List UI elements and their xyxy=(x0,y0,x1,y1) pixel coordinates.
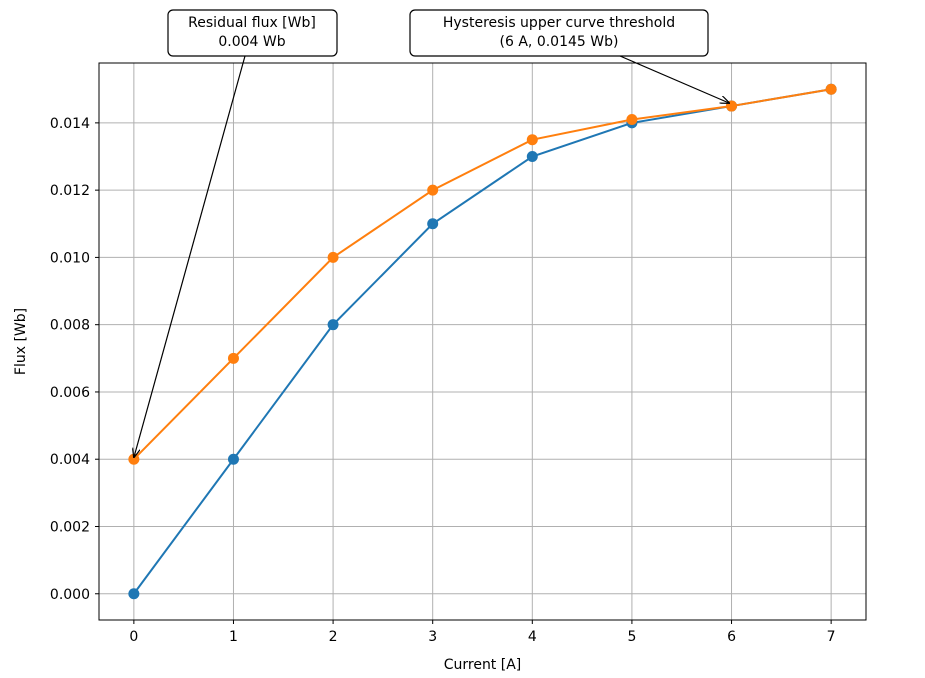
annotation-text: 0.004 Wb xyxy=(218,34,285,50)
annotations: Residual flux [Wb] 0.004 Wb Hysteresis upp… xyxy=(134,9,729,457)
axis-ticks: 0 1 2 3 4 5 6 7 0.000 0.002 0.004 0.006 0.008 0.010 0.… xyxy=(50,116,836,645)
data-point xyxy=(327,319,339,331)
data-point xyxy=(526,151,538,163)
series-line xyxy=(133,88,832,460)
data-point xyxy=(427,184,439,196)
annotation-text: Residual flux [Wb] xyxy=(188,15,316,31)
x-tick-label: 2 xyxy=(329,629,338,645)
data-point xyxy=(128,588,140,600)
x-tick-label: 4 xyxy=(528,629,537,645)
x-tick-label: 6 xyxy=(727,629,736,645)
annotation-2: Hysteresis upper curve threshold (6 A, 0.… xyxy=(409,9,729,103)
y-axis-label: Flux [Wb] xyxy=(13,308,29,375)
annotation-box xyxy=(167,9,338,57)
annotation-arrow xyxy=(619,55,729,103)
data-point xyxy=(227,453,239,465)
plot-frame xyxy=(98,62,867,621)
y-tick-label: 0.014 xyxy=(50,116,90,132)
data-point xyxy=(526,134,538,146)
y-tick-label: 0.004 xyxy=(50,452,90,468)
grid xyxy=(99,63,866,620)
data-point xyxy=(626,114,638,126)
y-tick-label: 0.008 xyxy=(50,318,90,334)
series-2 xyxy=(128,83,837,465)
annotation-box xyxy=(409,9,709,57)
series-1 xyxy=(128,83,837,600)
x-tick-label: 1 xyxy=(229,629,238,645)
data-point xyxy=(825,83,837,95)
annotation-arrow xyxy=(134,55,246,457)
data-point xyxy=(327,251,339,263)
data-point xyxy=(427,218,439,230)
y-tick-label: 0.002 xyxy=(50,519,90,535)
data-point xyxy=(227,352,239,364)
annotation-1: Residual flux [Wb] 0.004 Wb xyxy=(134,9,338,457)
y-tick-label: 0.006 xyxy=(50,385,90,401)
annotation-text: Hysteresis upper curve threshold xyxy=(443,15,675,31)
x-tick-label: 5 xyxy=(627,629,636,645)
x-tick-label: 3 xyxy=(428,629,437,645)
series-group xyxy=(128,83,837,600)
y-tick-label: 0.010 xyxy=(50,250,90,266)
x-tick-label: 7 xyxy=(827,629,836,645)
x-tick-label: 0 xyxy=(129,629,138,645)
y-tick-label: 0.012 xyxy=(50,183,90,199)
y-tick-label: 0.000 xyxy=(50,587,90,603)
annotation-text: (6 A, 0.0145 Wb) xyxy=(500,34,619,50)
x-axis-label: Current [A] xyxy=(444,657,522,673)
